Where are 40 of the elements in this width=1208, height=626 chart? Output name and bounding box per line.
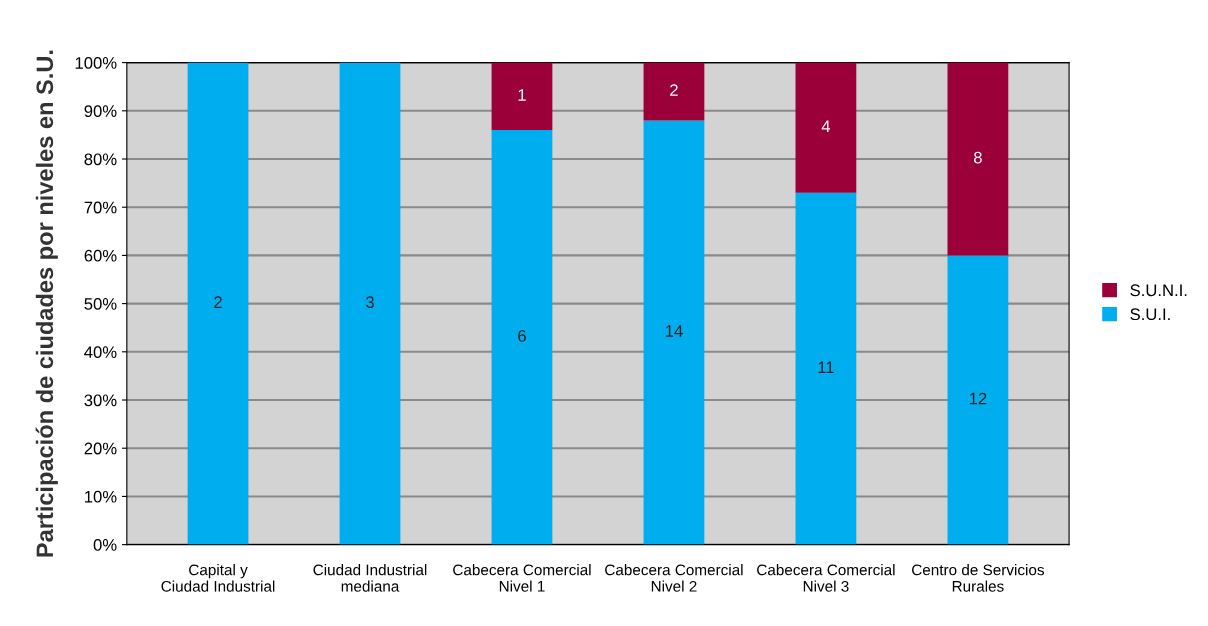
bar xyxy=(643,62,705,121)
y-tick-label: 80% xyxy=(84,153,117,166)
y-tick-label: 20% xyxy=(84,442,117,455)
x-tick-label: Ciudad Industrial mediana xyxy=(313,564,427,592)
annotation: 11 xyxy=(818,361,834,373)
bar xyxy=(643,120,705,545)
annotation: 2 xyxy=(670,84,678,96)
x-tick-label: Cabecera Comercial Nivel 2 xyxy=(605,564,743,592)
x-tick-label: Cabecera Comercial Nivel 3 xyxy=(757,564,895,592)
bar xyxy=(187,62,249,545)
legend-label: S.U.N.I. xyxy=(1130,284,1187,297)
y-tick-label: 10% xyxy=(85,490,117,503)
annotation: 4 xyxy=(821,120,831,132)
annotation: 3 xyxy=(366,296,374,309)
y-tick-label: 100% xyxy=(75,57,117,69)
bar xyxy=(947,62,1009,256)
bar xyxy=(947,255,1009,545)
bar xyxy=(795,62,857,193)
bar xyxy=(491,130,553,545)
annotation: 8 xyxy=(973,151,982,164)
y-tick-label: 60% xyxy=(84,249,117,262)
y-tick-label: 90% xyxy=(84,105,117,118)
y-tick-label: 30% xyxy=(84,394,117,407)
y-tick-label: 0% xyxy=(93,539,117,551)
annotation: 12 xyxy=(969,392,987,405)
x-tick-label: Capital y Ciudad Industrial xyxy=(161,564,275,592)
y-axis-title: Participación de ciudades por niveles en S.U. xyxy=(35,50,58,557)
annotation: 1 xyxy=(518,89,526,101)
bar xyxy=(339,62,401,545)
bar xyxy=(795,192,857,545)
annotation: 14 xyxy=(665,325,683,337)
y-tick-label: 40% xyxy=(84,346,117,359)
legend-label: S.U.I. xyxy=(1130,308,1170,321)
y-tick-label: 70% xyxy=(84,201,117,214)
y-tick-label: 50% xyxy=(84,298,117,310)
x-tick-label: Centro de Servicios Rurales xyxy=(912,564,1045,592)
annotation: 2 xyxy=(214,296,222,308)
x-tick-label: Cabecera Comercial Nivel 1 xyxy=(453,564,591,592)
bar xyxy=(491,62,553,131)
annotation: 6 xyxy=(518,330,526,342)
